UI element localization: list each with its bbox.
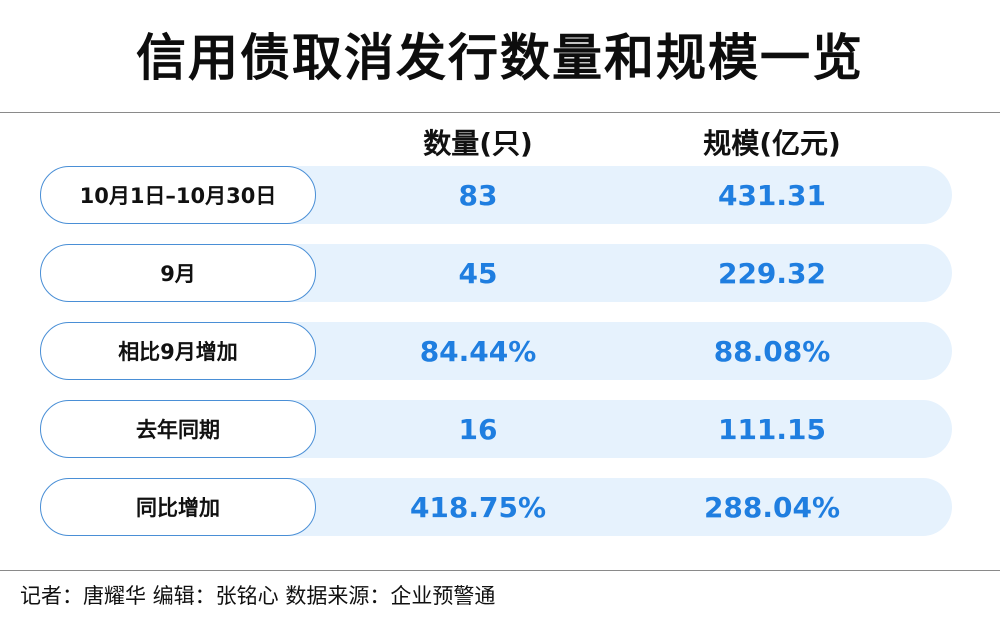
column-header-count: 数量(只) <box>423 127 533 160</box>
count-value: 84.44% <box>419 334 537 368</box>
table-row: 9月 45 229.32 <box>40 244 952 302</box>
count-value: 45 <box>458 256 498 290</box>
row-label: 9月 <box>40 244 316 302</box>
credits-footer: 记者：唐耀华 编辑：张铭心 数据来源：企业预警通 <box>20 584 496 608</box>
row-label: 去年同期 <box>40 400 316 458</box>
top-divider <box>0 112 1000 113</box>
count-value: 16 <box>458 412 498 446</box>
row-label: 相比9月增加 <box>40 322 316 380</box>
count-value: 83 <box>458 178 498 212</box>
row-label: 同比增加 <box>40 478 316 536</box>
table-row: 10月1日–10月30日 83 431.31 <box>40 166 952 224</box>
bottom-divider <box>0 570 1000 571</box>
row-label: 10月1日–10月30日 <box>40 166 316 224</box>
scale-value: 111.15 <box>717 412 827 446</box>
table-row: 去年同期 16 111.15 <box>40 400 952 458</box>
scale-value: 229.32 <box>717 256 827 290</box>
count-value: 418.75% <box>409 490 547 524</box>
scale-value: 88.08% <box>713 334 831 368</box>
column-header-scale: 规模(亿元) <box>703 127 841 160</box>
scale-value: 431.31 <box>717 178 827 212</box>
scale-value: 288.04% <box>703 490 841 524</box>
table-row: 相比9月增加 84.44% 88.08% <box>40 322 952 380</box>
table-row: 同比增加 418.75% 288.04% <box>40 478 952 536</box>
page-title: 信用债取消发行数量和规模一览 <box>136 29 864 87</box>
